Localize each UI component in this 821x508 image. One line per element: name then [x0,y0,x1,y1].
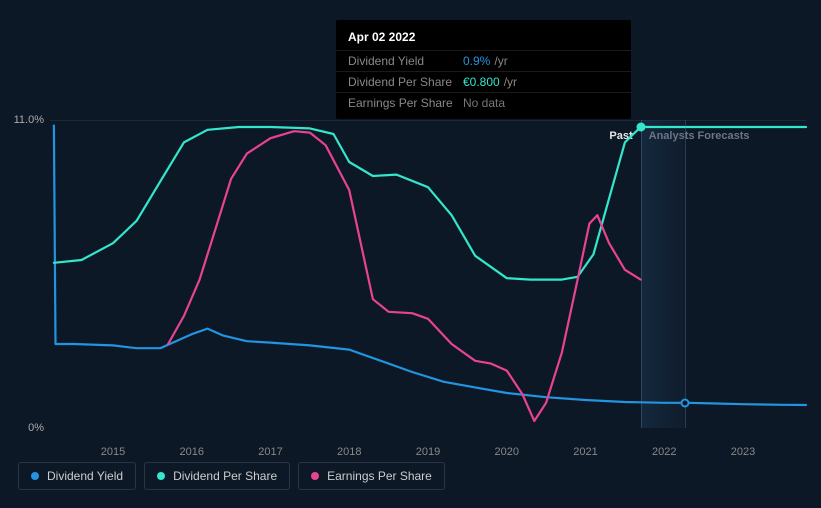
tooltip-row: Dividend Yield0.9% /yr [336,50,631,71]
x-tick: 2018 [337,446,361,458]
legend: Dividend Yield Dividend Per Share Earnings… [18,462,445,490]
legend-label: Dividend Yield [47,469,123,483]
chart-svg [50,120,806,428]
tooltip-value: No data [463,96,505,110]
hover-line [685,120,686,428]
hover-dot-dividend_per_share [636,123,645,132]
series-dividend_yield [54,126,806,405]
hover-tooltip: Apr 02 2022 Dividend Yield0.9%/yrDividen… [336,20,631,119]
series-earnings_per_share [168,131,640,421]
legend-dot-icon [31,472,39,480]
hover-dot-dividend_yield [680,398,689,407]
x-tick: 2020 [495,446,519,458]
legend-dot-icon [157,472,165,480]
tooltip-value: €0.800 [463,75,500,89]
tooltip-row: Earnings Per ShareNo data [336,92,631,113]
y-max-label: 11.0% [14,114,44,126]
y-min-label: 0% [28,422,44,434]
legend-dot-icon [311,472,319,480]
legend-earnings-per-share[interactable]: Earnings Per Share [298,462,445,490]
legend-label: Dividend Per Share [173,469,277,483]
legend-dividend-per-share[interactable]: Dividend Per Share [144,462,290,490]
tooltip-label: Earnings Per Share [348,96,463,110]
x-tick: 2016 [180,446,204,458]
tooltip-row: Dividend Per Share€0.800/yr [336,71,631,92]
past-forecast-divider [641,120,642,428]
x-tick: 2015 [101,446,125,458]
tooltip-label: Dividend Yield [348,54,463,68]
tooltip-unit: /yr [494,54,507,68]
tooltip-unit: /yr [504,75,517,89]
tooltip-date: Apr 02 2022 [336,26,631,50]
dividend-chart: Apr 02 2022 Dividend Yield0.9%/yrDividen… [0,0,821,508]
x-tick: 2023 [731,446,755,458]
x-tick: 2021 [573,446,597,458]
x-tick: 2019 [416,446,440,458]
legend-label: Earnings Per Share [327,469,432,483]
x-tick: 2022 [652,446,676,458]
legend-dividend-yield[interactable]: Dividend Yield [18,462,136,490]
x-tick: 2017 [258,446,282,458]
series-dividend_per_share [54,127,806,280]
plot-area[interactable]: 11.0% 0% Past Analysts Forecasts [50,120,806,428]
tooltip-value: 0.9% [463,54,490,68]
tooltip-label: Dividend Per Share [348,75,463,89]
